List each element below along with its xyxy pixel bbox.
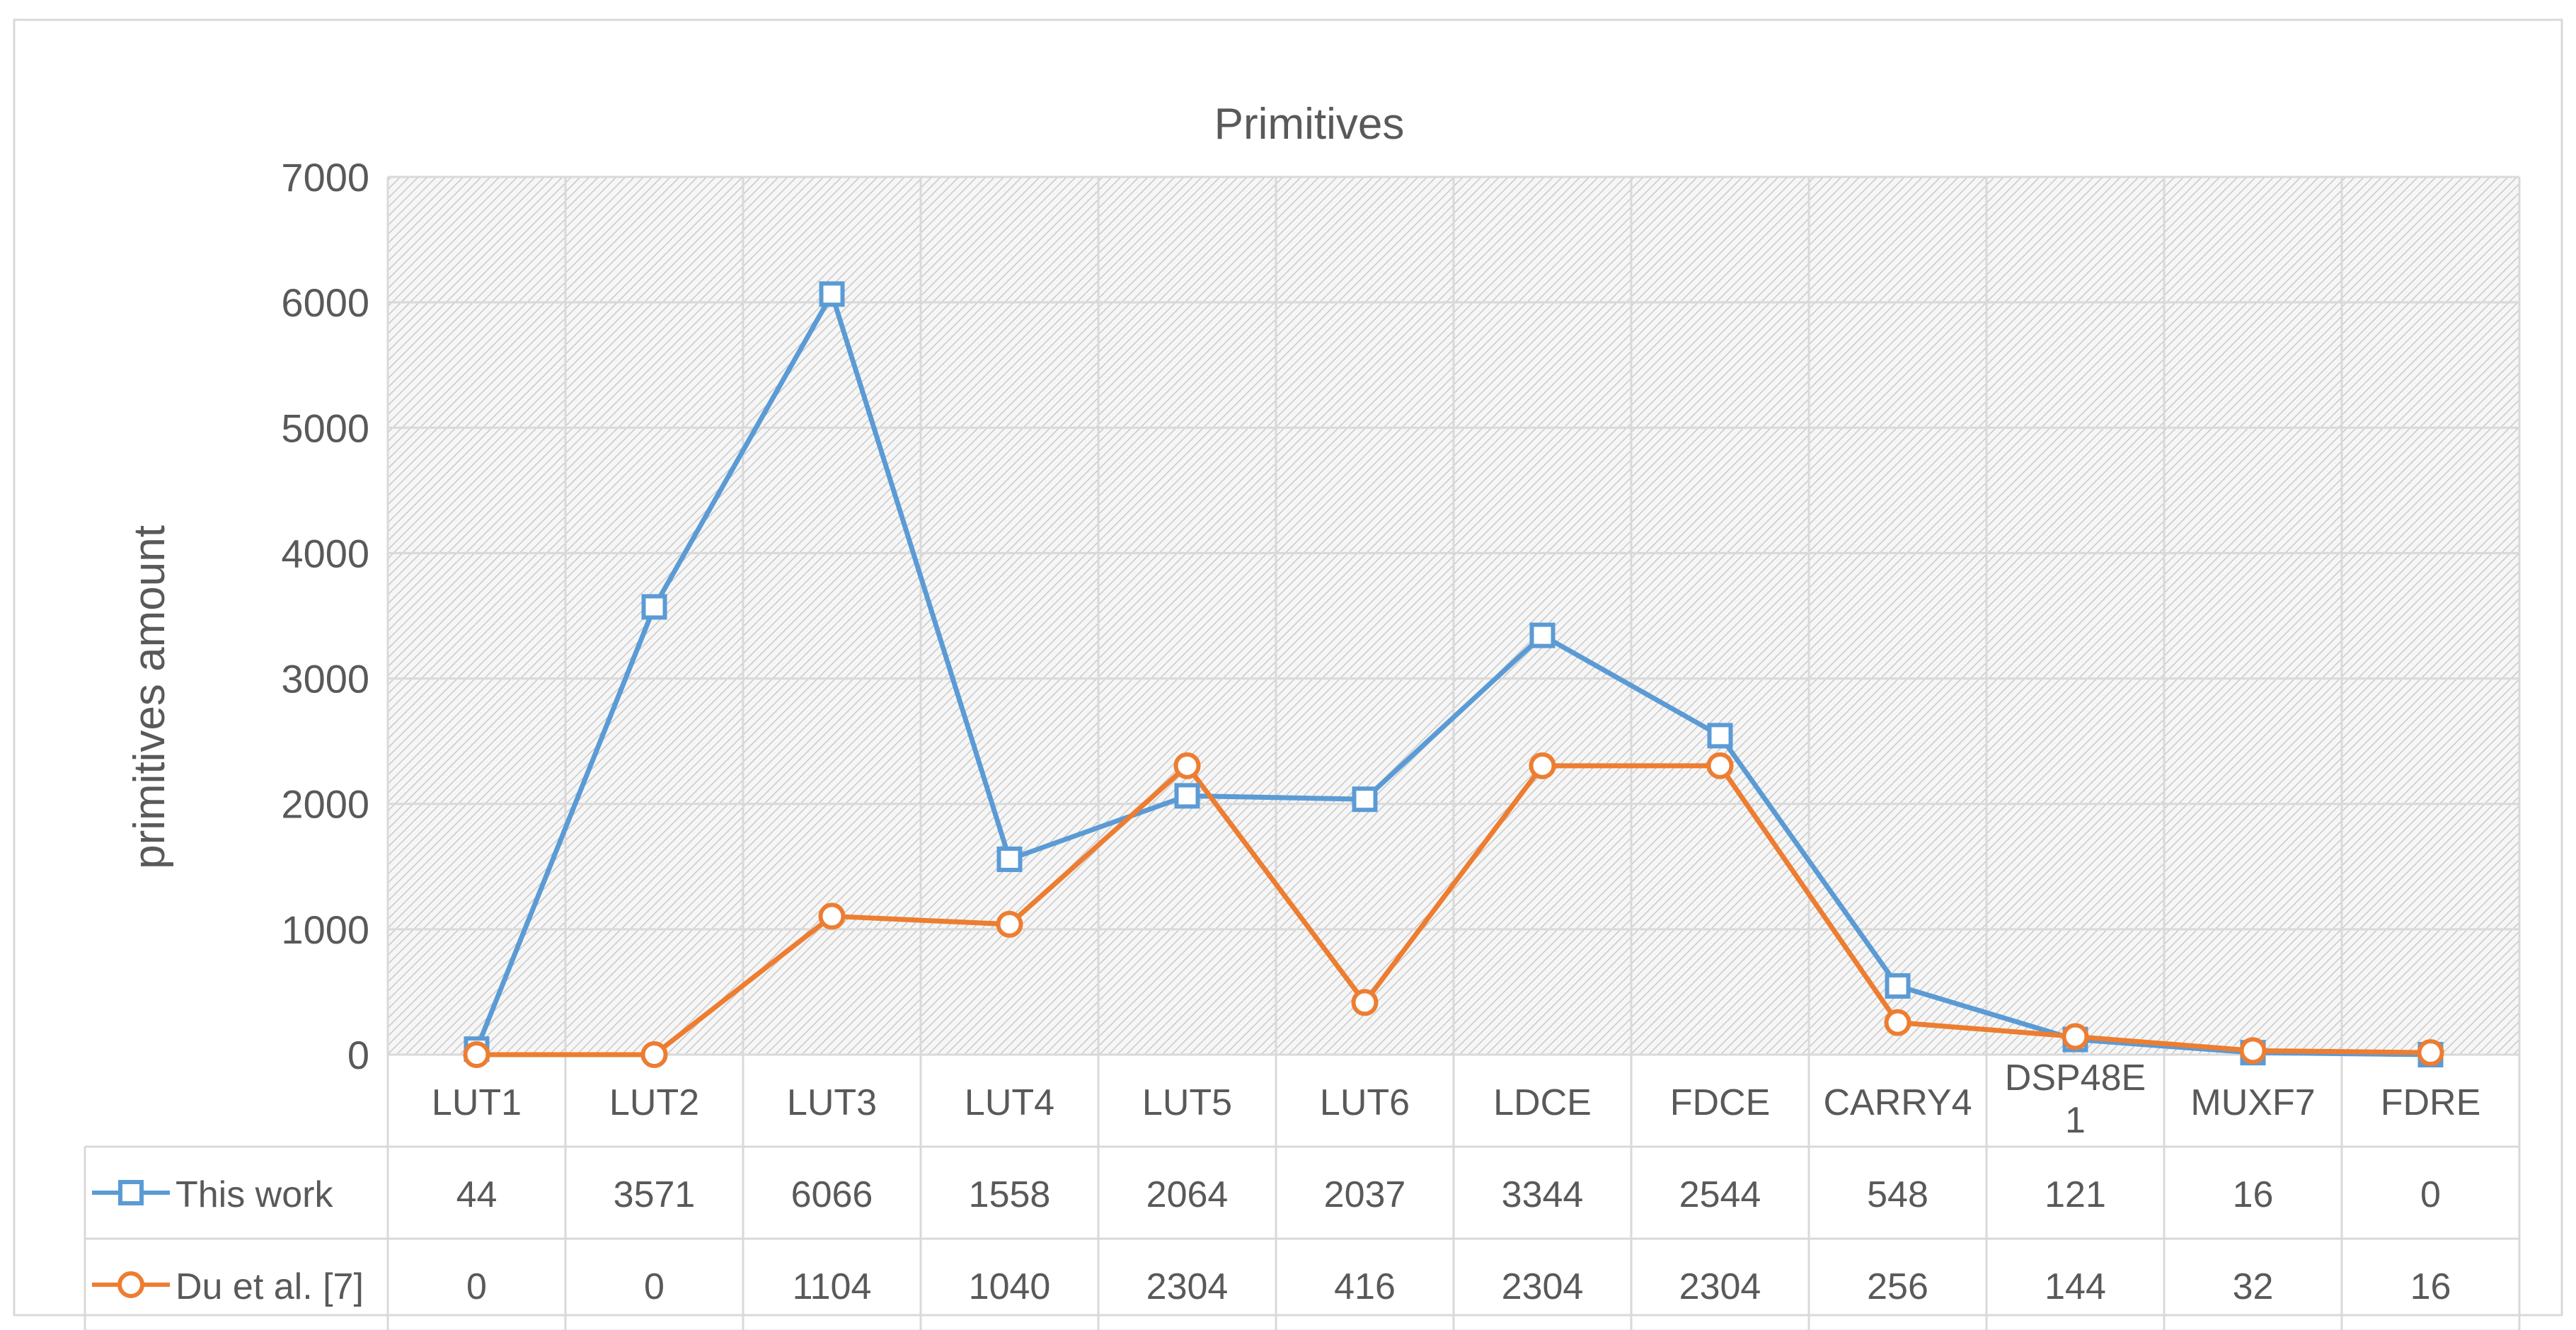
data-point xyxy=(1706,752,1734,779)
table-value: 1104 xyxy=(793,1266,872,1307)
data-point xyxy=(819,281,845,307)
table-value: 121 xyxy=(2045,1174,2106,1215)
legend-entry: This work xyxy=(176,1174,333,1215)
series-line xyxy=(474,291,2431,1057)
table-value: 2037 xyxy=(1324,1174,1406,1215)
table-value: 2304 xyxy=(1502,1266,1584,1307)
data-point xyxy=(996,847,1023,873)
data-point xyxy=(463,1041,490,1068)
data-table: LUT1 LUT2 LUT3 LUT4 LUT5 LUT6 LDCE FDCE CARRY4 DS… xyxy=(84,1055,2521,1330)
table-value: 3571 xyxy=(614,1174,696,1215)
data-point xyxy=(2417,1039,2444,1067)
y-tick-label: 4000 xyxy=(281,531,369,575)
category-label: DSP48E xyxy=(2005,1057,2146,1099)
table-value: 16 xyxy=(2233,1174,2274,1215)
table-value: 16 xyxy=(2410,1266,2451,1307)
data-point xyxy=(1352,786,1378,813)
data-point xyxy=(641,594,667,620)
chart-title: Primitives xyxy=(1214,100,1405,149)
category-label: LUT4 xyxy=(965,1082,1054,1123)
grid-lines xyxy=(386,176,2521,1056)
category-label: FDCE xyxy=(1670,1082,1771,1123)
table-value: 416 xyxy=(1334,1266,1396,1307)
category-label: FDRE xyxy=(2381,1082,2481,1123)
data-point xyxy=(1173,752,1201,779)
y-axis-label: primitives amount xyxy=(125,525,174,869)
data-point xyxy=(818,902,846,930)
y-tick-label: 7000 xyxy=(281,155,369,200)
y-tick-label: 5000 xyxy=(281,406,369,450)
table-value: 3344 xyxy=(1502,1174,1584,1215)
table-value: 0 xyxy=(466,1266,487,1307)
y-tick-label: 6000 xyxy=(281,280,369,325)
table-value: 2304 xyxy=(1679,1266,1761,1307)
table-value: 32 xyxy=(2233,1266,2274,1307)
y-tick-label: 3000 xyxy=(281,657,369,701)
series-lines xyxy=(463,281,2444,1068)
data-point xyxy=(2062,1023,2089,1050)
table-value: 144 xyxy=(2045,1266,2106,1307)
data-point xyxy=(640,1041,668,1068)
y-tick-label: 0 xyxy=(347,1033,369,1077)
data-point xyxy=(1529,622,1556,648)
series-line xyxy=(476,763,2431,1057)
legend-entry: Du et al. [7] xyxy=(176,1266,364,1307)
data-point xyxy=(2239,1037,2267,1065)
data-point xyxy=(1884,1009,1911,1036)
table-value: 0 xyxy=(2420,1174,2441,1215)
table-value: 2544 xyxy=(1679,1174,1761,1215)
y-tick-label: 2000 xyxy=(281,782,369,827)
y-axis-ticks: 0 1000 2000 3000 4000 5000 6000 7000 xyxy=(281,155,369,1077)
category-label: LUT6 xyxy=(1320,1082,1410,1123)
y-tick-label: 1000 xyxy=(281,907,369,952)
data-point xyxy=(1174,783,1200,809)
legend-key-marker xyxy=(118,1180,144,1205)
table-value: 1558 xyxy=(969,1174,1051,1215)
table-value: 256 xyxy=(1867,1266,1928,1307)
table-value: 2304 xyxy=(1146,1266,1229,1307)
category-label: LUT2 xyxy=(609,1082,699,1123)
table-value: 44 xyxy=(456,1174,498,1215)
category-label: LUT5 xyxy=(1142,1082,1232,1123)
legend-key-marker xyxy=(117,1271,144,1298)
category-label: LUT3 xyxy=(787,1082,877,1123)
data-point xyxy=(996,910,1023,938)
category-label: LUT1 xyxy=(432,1082,522,1123)
category-label: 1 xyxy=(2065,1100,2086,1141)
data-point xyxy=(1351,989,1379,1016)
category-label: MUXF7 xyxy=(2190,1082,2315,1123)
data-point xyxy=(1529,752,1556,779)
category-label: CARRY4 xyxy=(1823,1082,1972,1123)
table-value: 548 xyxy=(1867,1174,1928,1215)
data-point xyxy=(1707,723,1733,749)
table-value: 1040 xyxy=(969,1266,1051,1307)
table-value: 0 xyxy=(644,1266,665,1307)
category-label: LDCE xyxy=(1493,1082,1592,1123)
table-value: 6066 xyxy=(791,1174,873,1215)
data-point xyxy=(1885,973,1911,999)
table-value: 2064 xyxy=(1146,1174,1229,1215)
